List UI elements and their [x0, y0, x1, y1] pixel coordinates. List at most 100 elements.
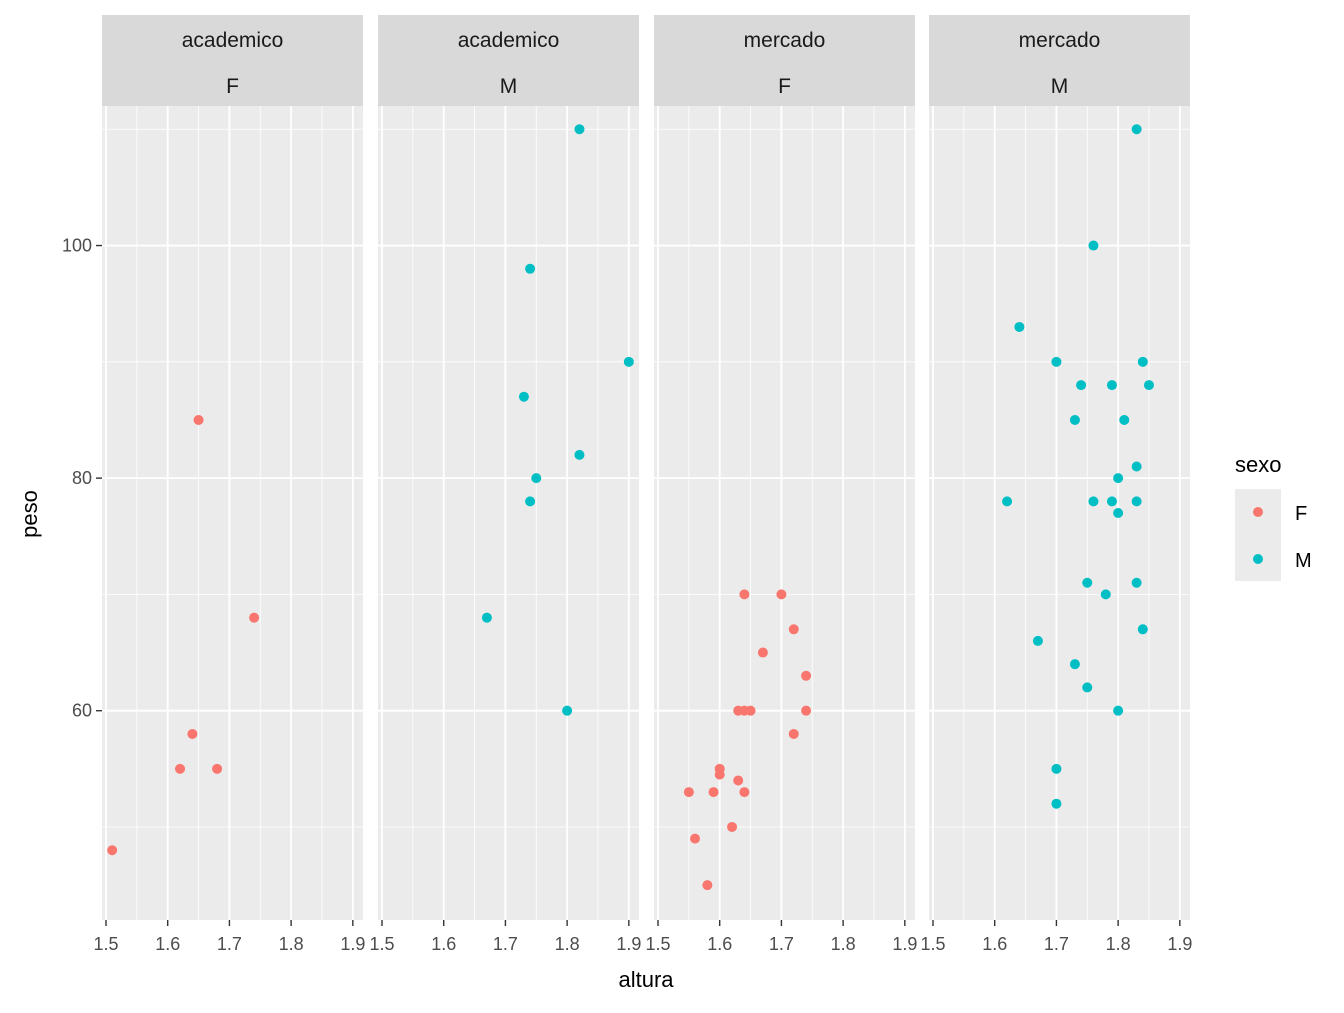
facet-strip-label: academico [458, 29, 560, 52]
facet-strip-label: M [500, 75, 518, 98]
data-point [776, 589, 787, 600]
x-tick-label: 1.9 [1167, 934, 1192, 954]
x-tick-label: 1.9 [616, 934, 641, 954]
data-point [623, 356, 634, 367]
facet-strip [102, 15, 363, 106]
facet-panel: mercado M 1.5 1.6 1.7 1.8 1.9 [920, 15, 1192, 954]
x-tick-label: 1.5 [93, 934, 118, 954]
facet-panel: academico M 1.5 1.6 1.7 1.8 1.9 [369, 15, 641, 954]
facet-strip [378, 15, 639, 106]
x-tick-label: 1.6 [982, 934, 1007, 954]
panel-background [654, 106, 915, 920]
data-point [574, 124, 585, 135]
x-tick-label: 1.9 [892, 934, 917, 954]
data-point [1082, 682, 1093, 693]
x-tick-label: 1.8 [831, 934, 856, 954]
data-point [518, 391, 529, 402]
data-point [175, 763, 186, 774]
data-point [1131, 496, 1142, 507]
data-point [727, 821, 738, 832]
facet-strip-label: M [1051, 75, 1069, 98]
data-point [193, 414, 204, 425]
data-point [739, 589, 750, 600]
legend-key-f [1253, 507, 1263, 517]
data-point [739, 787, 750, 798]
legend-label: M [1295, 550, 1312, 572]
legend-entries: FM [1253, 503, 1312, 572]
x-tick-label: 1.5 [920, 934, 945, 954]
data-point [187, 728, 198, 739]
y-tick-label: 80 [72, 468, 92, 488]
data-point [1106, 380, 1117, 391]
data-point [1069, 414, 1080, 425]
data-point [1088, 496, 1099, 507]
data-point [1106, 496, 1117, 507]
data-point [714, 769, 725, 780]
data-point [1113, 508, 1124, 518]
x-tick-label: 1.9 [340, 934, 365, 954]
data-point [745, 705, 756, 716]
panel-background [929, 106, 1190, 920]
legend-key-m [1253, 554, 1263, 564]
data-point [481, 612, 492, 623]
x-tick-label: 1.7 [1044, 934, 1069, 954]
x-tick-label: 1.7 [493, 934, 518, 954]
x-axis-label: altura [618, 967, 674, 992]
data-point [1088, 240, 1099, 251]
y-tick-label: 60 [72, 701, 92, 721]
data-point [733, 775, 744, 786]
y-axis-label: peso [17, 490, 42, 538]
data-point [1002, 496, 1013, 507]
x-tick-label: 1.8 [279, 934, 304, 954]
data-point [1076, 380, 1087, 391]
data-point [1014, 321, 1025, 332]
legend-title: sexo [1235, 452, 1281, 477]
x-tick-label: 1.5 [369, 934, 394, 954]
data-point [1143, 380, 1154, 391]
panel-background [378, 106, 639, 920]
x-tick-label: 1.6 [707, 934, 732, 954]
data-point [757, 647, 768, 658]
data-point [1131, 124, 1142, 135]
legend: sexo FM [1235, 452, 1312, 581]
data-point [708, 787, 719, 798]
x-tick-label: 1.8 [555, 934, 580, 954]
data-point [1137, 624, 1148, 635]
facet-panel: academico F 1.5 1.6 1.7 1.8 1.9 [93, 15, 365, 954]
data-point [1051, 763, 1062, 774]
x-tick-label: 1.5 [645, 934, 670, 954]
data-point [1113, 473, 1124, 484]
data-point [1051, 798, 1062, 809]
facet-strip-label: F [778, 75, 791, 98]
data-point [801, 670, 812, 681]
data-point [212, 763, 223, 774]
data-point [1069, 659, 1080, 670]
data-point [1082, 577, 1093, 588]
data-point [788, 728, 799, 739]
facet-strip-label: mercado [744, 29, 826, 52]
data-point [1100, 589, 1111, 600]
legend-label: F [1295, 503, 1307, 525]
facet-strip-label: academico [182, 29, 284, 52]
facet-strip [929, 15, 1190, 106]
x-tick-label: 1.7 [217, 934, 242, 954]
facet-strip [654, 15, 915, 106]
axes-layer: altura peso 60 80 100 [17, 236, 674, 992]
data-point [1119, 414, 1130, 425]
data-point [683, 787, 694, 798]
facet-strip-label: mercado [1019, 29, 1101, 52]
data-point [531, 473, 542, 484]
data-point [562, 705, 573, 716]
data-point [574, 449, 585, 460]
data-point [525, 496, 536, 507]
legend-key-background [1235, 489, 1281, 581]
facet-strip-label: F [226, 75, 239, 98]
facet-panel: mercado F 1.5 1.6 1.7 1.8 1.9 [645, 15, 917, 954]
x-tick-label: 1.7 [769, 934, 794, 954]
data-point [1051, 356, 1062, 367]
data-point [702, 880, 713, 891]
x-tick-label: 1.6 [431, 934, 456, 954]
panel-background [102, 106, 363, 920]
